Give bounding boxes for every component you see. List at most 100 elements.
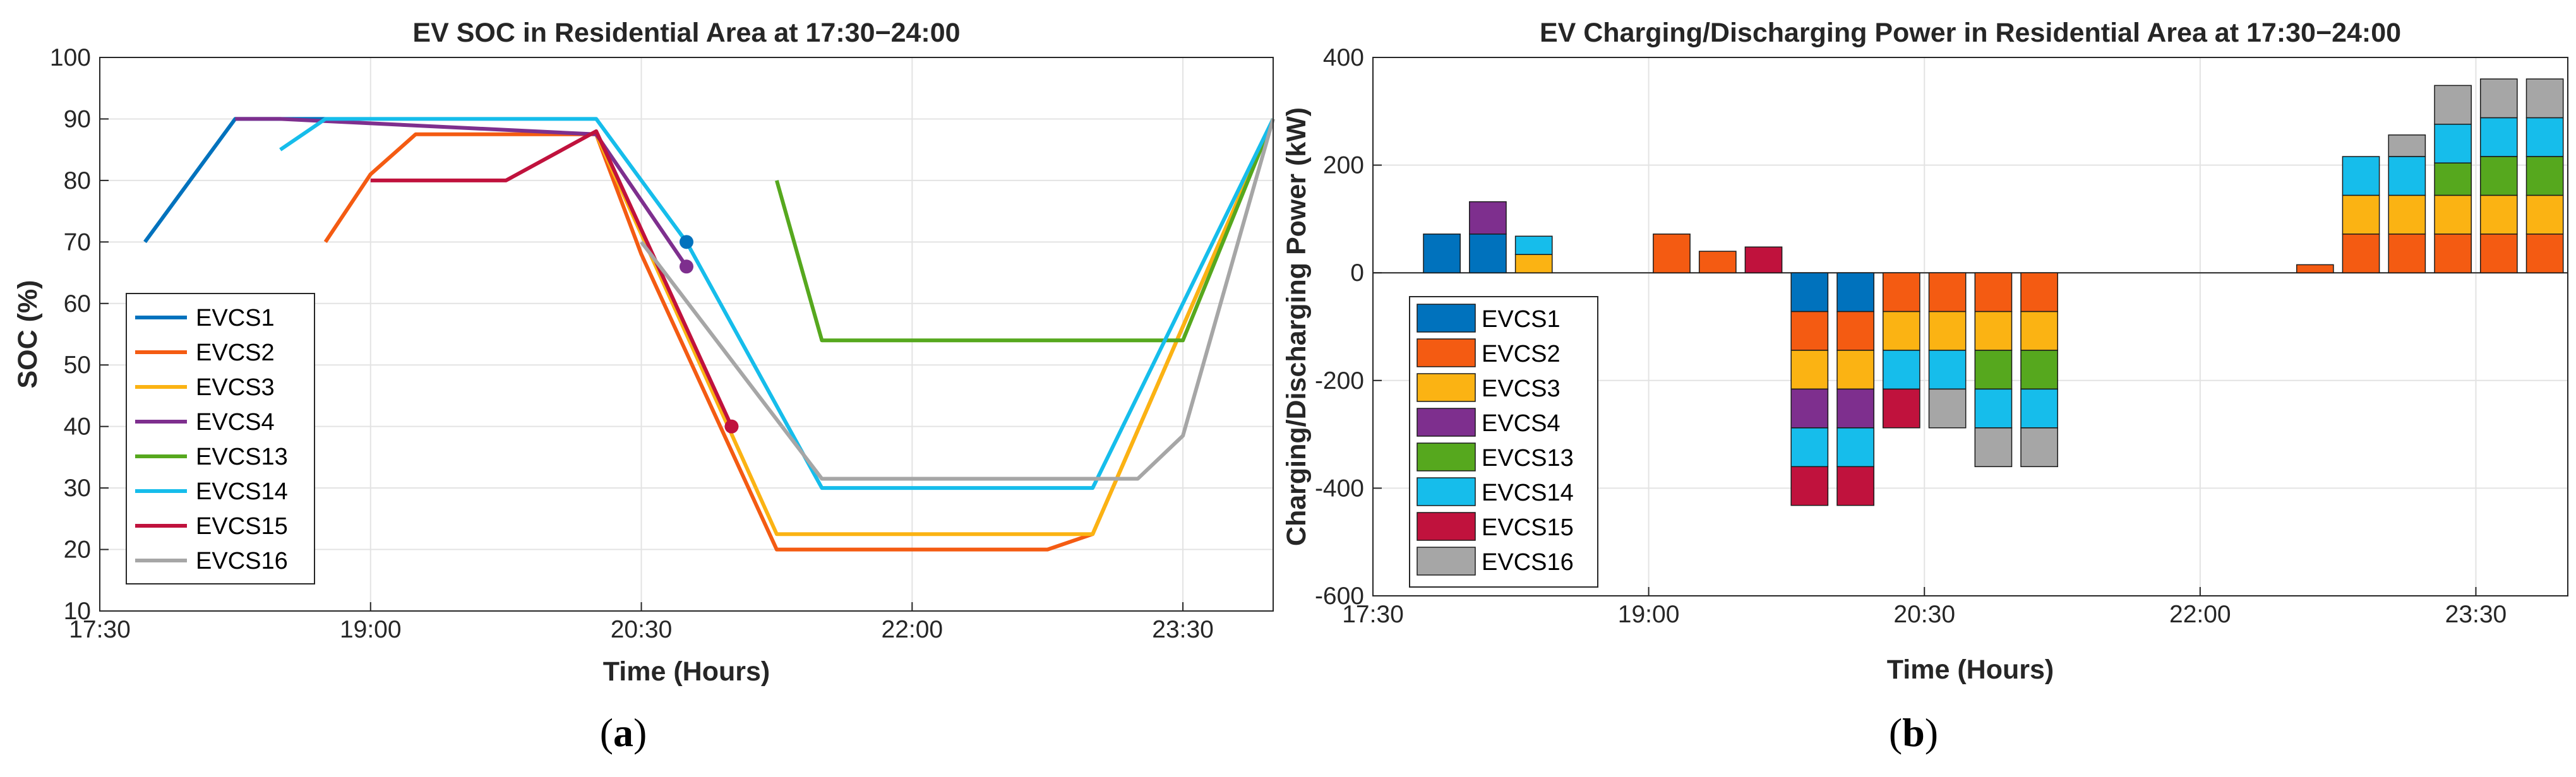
power-bar-evcs3: [2342, 194, 2380, 235]
power-legend-entry: EVCS16: [1482, 549, 1574, 576]
power-bar-evcs15: [1744, 246, 1783, 273]
power-bar-evcs4: [1836, 388, 1874, 429]
power-bar-evcs4: [1790, 388, 1829, 429]
power-bar-evcs2: [1882, 272, 1920, 312]
power-y-tick-label: -400: [1315, 475, 1364, 502]
power-y-tick-label: 400: [1323, 44, 1364, 71]
power-bar-evcs3: [1514, 254, 1553, 273]
power-bar-evcs14: [1790, 427, 1829, 468]
power-bar-evcs13: [2020, 350, 2058, 390]
soc-x-tick-label: 19:00: [340, 616, 402, 643]
power-bar-evcs13: [1974, 350, 2013, 390]
power-bar-evcs15: [1882, 388, 1920, 429]
power-bar-evcs14: [1928, 350, 1967, 390]
soc-y-tick-label: 90: [64, 105, 91, 133]
power-bar-evcs2: [2342, 234, 2380, 273]
power-bar-evcs3: [2525, 194, 2564, 235]
soc-y-axis-label: SOC (%): [13, 280, 43, 389]
power-bar-evcs14: [2479, 117, 2518, 157]
power-bar-evcs1: [1469, 234, 1507, 273]
power-bar-evcs3: [1790, 350, 1829, 390]
power-x-tick-label: 22:00: [2169, 601, 2231, 628]
power-bar-evcs14: [1974, 388, 2013, 429]
panel-letter-a: a: [613, 710, 633, 755]
power-y-tick-label: -200: [1315, 367, 1364, 394]
soc-y-tick-label: 10: [64, 598, 91, 625]
soc-x-tick-label: 20:30: [611, 616, 673, 643]
panel-label-b: (b): [1889, 710, 1938, 755]
soc-line-evcs4: [235, 117, 688, 268]
power-bar-evcs2: [1974, 272, 2013, 312]
power-x-tick-label: 23:30: [2445, 601, 2507, 628]
power-x-tick-label: 17:30: [1342, 601, 1404, 628]
soc-legend: EVCS1 EVCS2 EVCS3 EVCS4 EVCS13 EVCS14 EVCS15 EV…: [126, 293, 315, 584]
power-bar-evcs3: [2479, 194, 2518, 235]
power-bar-evcs14: [2388, 156, 2426, 196]
power-legend-entry: EVCS15: [1482, 514, 1574, 541]
power-y-axis-label: Charging/Discharging Power (kW): [1281, 107, 1312, 546]
power-bar-evcs14: [1514, 235, 1553, 255]
power-y-ticks: -600 -400 -200 0 200 400: [1315, 44, 1382, 610]
power-bar-evcs3: [2434, 194, 2472, 235]
power-bar-evcs16: [1928, 388, 1967, 429]
power-bar-evcs2: [1790, 311, 1829, 351]
power-bar-evcs2: [2296, 264, 2334, 273]
power-legend-entry: EVCS14: [1482, 480, 1574, 506]
soc-x-axis-label: Time (Hours): [603, 656, 770, 687]
power-y-tick-label: 200: [1323, 152, 1364, 179]
power-legend-swatch: [1417, 442, 1476, 472]
soc-line-evcs13: [775, 118, 1275, 343]
power-legend-swatch: [1417, 477, 1476, 506]
power-bar-evcs2: [2525, 234, 2564, 273]
power-bar-evcs16: [2525, 78, 2564, 119]
power-bar-evcs3: [1882, 311, 1920, 351]
power-bar-evcs14: [2020, 388, 2058, 429]
power-y-tick-label: 0: [1350, 259, 1364, 287]
soc-chart-title: EV SOC in Residential Area at 17:30−24:0…: [412, 18, 960, 48]
soc-chart: 17:30 19:00 20:30 22:00 23:30 10 20 30 40 50 60 70…: [13, 18, 1275, 687]
power-bar-evcs14: [1882, 350, 1920, 390]
power-chart: 17:30 19:00 20:30 22:00 23:30 -600 -400 -200 0 2…: [1281, 18, 2568, 685]
soc-marker-evcs1: [680, 235, 693, 249]
power-bar-evcs16: [2020, 427, 2058, 468]
power-legend-swatch: [1417, 338, 1476, 367]
power-legend-entry: EVCS4: [1482, 410, 1561, 437]
power-bar-evcs2: [1653, 234, 1691, 273]
power-bar-evcs3: [1836, 350, 1874, 390]
power-x-tick-label: 20:30: [1893, 601, 1955, 628]
power-bar-evcs3: [1974, 311, 2013, 351]
soc-x-tick-label: 23:30: [1152, 616, 1214, 643]
power-bar-evcs13: [2434, 162, 2472, 196]
power-bar-evcs3: [2388, 194, 2426, 235]
power-bar-evcs1: [1836, 272, 1874, 312]
power-bar-evcs2: [2020, 272, 2058, 312]
power-legend-entry: EVCS3: [1482, 376, 1561, 402]
power-bar-evcs16: [2388, 134, 2426, 157]
power-legend: EVCS1 EVCS2 EVCS3 EVCS4 EVCS13 EVCS14 EVCS15 EV…: [1409, 296, 1598, 588]
power-chart-title: EV Charging/Discharging Power in Residen…: [1540, 18, 2401, 48]
power-bar-evcs13: [2479, 156, 2518, 196]
power-stacked-bars: [1423, 78, 2564, 506]
soc-y-tick-label: 70: [64, 228, 91, 256]
soc-line-evcs2: [323, 118, 1275, 552]
soc-y-tick-label: 80: [64, 167, 91, 194]
soc-y-tick-label: 20: [64, 537, 91, 564]
soc-markers: [680, 235, 739, 434]
soc-legend-entry: EVCS15: [196, 513, 288, 540]
power-axes-box: [1372, 57, 2568, 596]
power-y-tick-label: -600: [1315, 583, 1364, 610]
power-legend-swatch: [1417, 547, 1476, 576]
power-legend-swatch: [1417, 512, 1476, 541]
soc-x-tick-label: 17:30: [69, 616, 131, 643]
soc-line-evcs3: [594, 118, 1275, 537]
soc-legend-entry: EVCS3: [196, 374, 275, 401]
soc-legend-entry: EVCS13: [196, 444, 288, 470]
soc-legend-entry: EVCS4: [196, 409, 275, 436]
panel-label-a: (a): [600, 710, 647, 755]
panel-letter-b: b: [1902, 710, 1925, 755]
power-bar-evcs14: [2434, 124, 2472, 163]
soc-y-tick-label: 40: [64, 413, 91, 441]
soc-line-evcs16: [640, 118, 1275, 481]
